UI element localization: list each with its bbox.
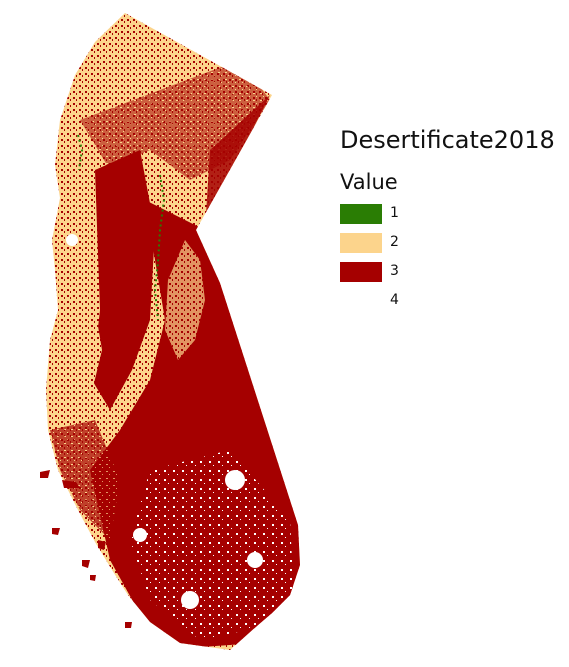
coast-mixed-band [50, 420, 120, 540]
class-4-white-patch [181, 591, 199, 609]
class-4-white-patch [225, 470, 245, 490]
legend-item-4: 4 [340, 291, 540, 313]
central-valley-class-3 [92, 150, 155, 410]
legend-item-3: 3 [340, 262, 540, 284]
legend-label-2: 2 [390, 234, 399, 250]
legend-item-2: 2 [340, 233, 540, 255]
mid-class-2-patch [165, 240, 205, 360]
legend-item-1: 1 [340, 204, 540, 226]
class-4-white-patch [133, 528, 147, 542]
class-4-white-patch [247, 552, 263, 568]
legend-swatch-1 [340, 204, 382, 224]
legend-label-4: 4 [390, 292, 399, 308]
legend-swatch-2 [340, 233, 382, 253]
legend-label-3: 3 [390, 263, 399, 279]
legend-field-label: Value [340, 170, 398, 194]
northeast-class-3 [205, 95, 270, 230]
class-1-green-streak [153, 174, 166, 321]
coast-class-2-band [56, 290, 102, 430]
legend-title: Desertificate2018 [340, 126, 555, 154]
class-4-white-patch [66, 234, 78, 246]
legend-swatch-4 [340, 291, 382, 311]
class-1-green-streak-north [77, 134, 84, 171]
legend-swatch-3 [340, 262, 382, 282]
legend-label-1: 1 [390, 205, 399, 221]
southern-class-4-speckle [130, 450, 295, 640]
